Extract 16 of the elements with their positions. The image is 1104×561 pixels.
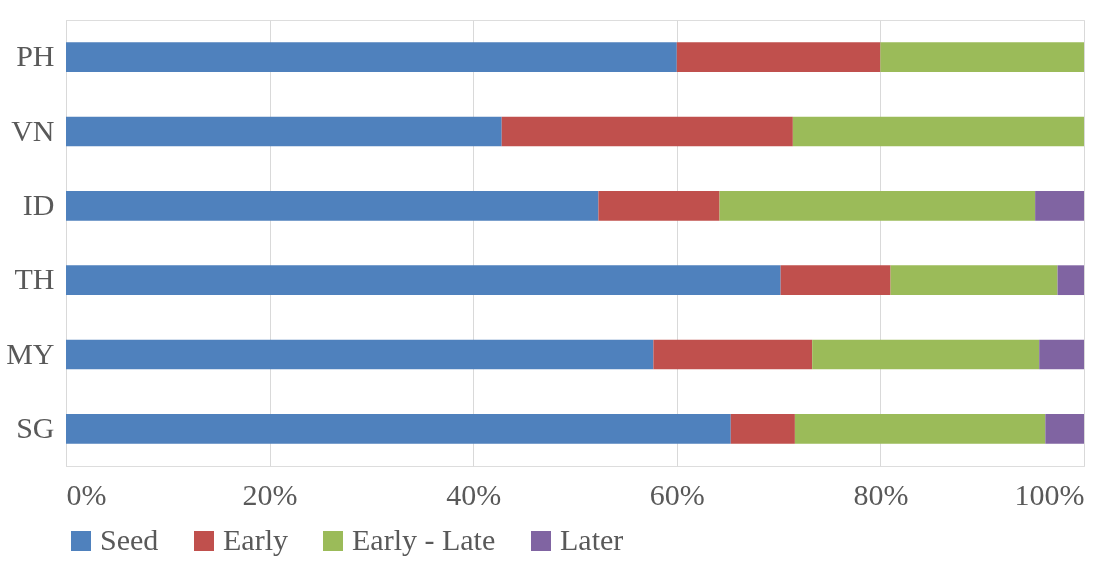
y-tick-label: VN — [11, 113, 55, 147]
y-tick-label: TH — [14, 262, 55, 296]
x-tick-label: 20% — [242, 477, 298, 511]
y-tick-label: SG — [16, 410, 55, 444]
legend-label: Seed — [100, 523, 159, 556]
x-tick-label: 80% — [853, 477, 909, 511]
legend-label: Early - Late — [352, 523, 496, 556]
x-tick-label: 0% — [66, 477, 107, 511]
x-tick-label: 100% — [1014, 477, 1085, 511]
x-tick-label: 40% — [446, 477, 502, 511]
legend-label: Early — [223, 523, 288, 556]
y-tick-label: ID — [22, 187, 55, 221]
legend-label: Later — [560, 523, 624, 556]
y-tick-label: MY — [6, 336, 55, 370]
y-tick-label: PH — [16, 39, 55, 73]
x-tick-label: 60% — [649, 477, 705, 511]
